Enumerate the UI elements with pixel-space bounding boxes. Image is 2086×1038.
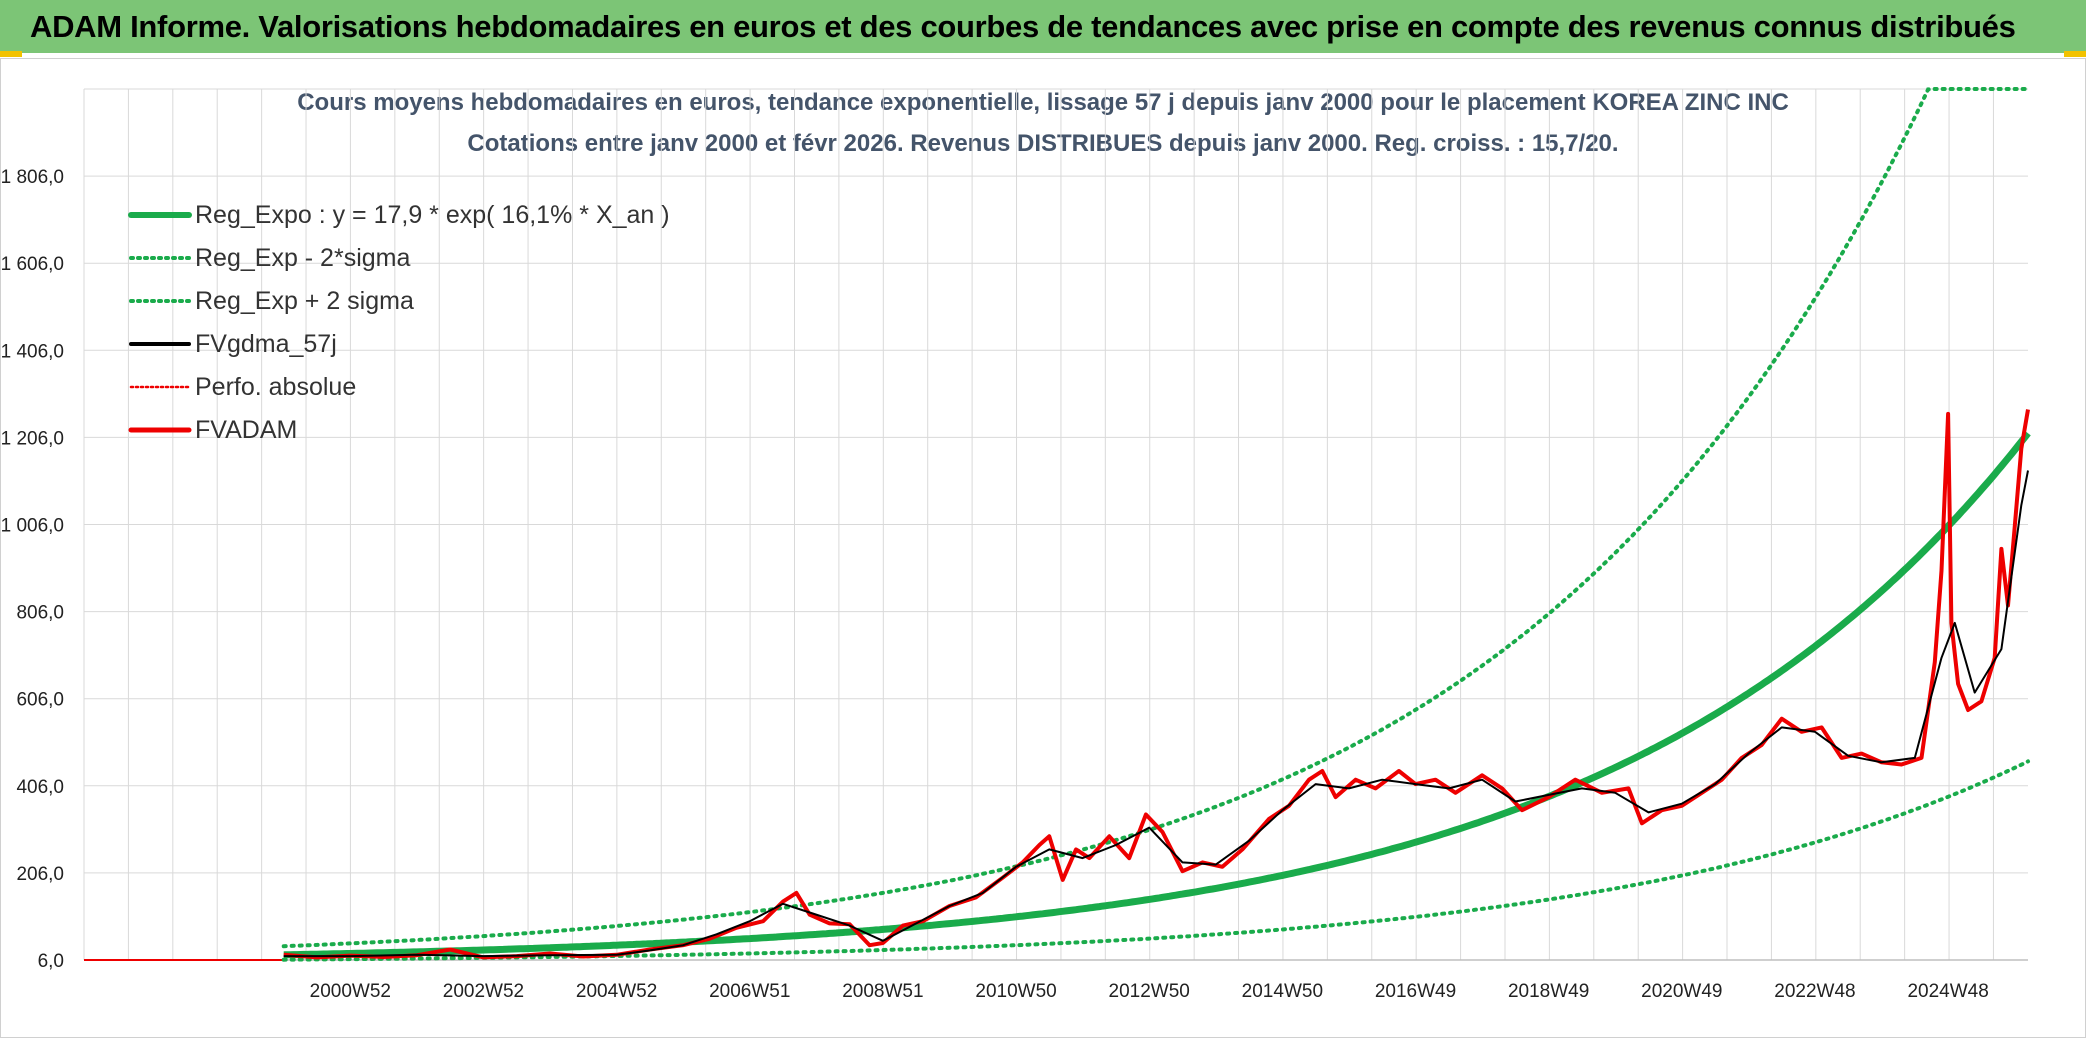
lower-band-line <box>281 759 2030 962</box>
moving-average-line <box>283 470 2029 958</box>
legend-label: Reg_Expo : y = 17,9 * exp( 16,1% * X_an … <box>195 201 670 229</box>
header-corner-right <box>2064 51 2086 57</box>
legend-label: FVgdma_57j <box>195 330 337 358</box>
legend-label: Reg_Exp - 2*sigma <box>195 244 410 272</box>
header-corner-left <box>0 51 22 57</box>
y-tick-label: 206,0 <box>16 864 64 885</box>
legend-label: Perfo. absolue <box>195 373 356 401</box>
y-tick-label: 1 206,0 <box>1 428 64 449</box>
x-tick-label: 2008W51 <box>842 981 923 1002</box>
y-axis-ticks: 6,0 206,0 406,0 606,0 806,0 1 006,0 1 206,0 1 4… <box>1 167 64 972</box>
x-tick-label: 2018W49 <box>1508 981 1589 1002</box>
x-tick-label: 2012W50 <box>1109 981 1190 1002</box>
x-tick-label: 2020W49 <box>1641 981 1722 1002</box>
y-tick-label: 606,0 <box>16 690 64 711</box>
y-tick-label: 1 606,0 <box>1 254 64 275</box>
x-tick-label: 2002W52 <box>443 981 524 1002</box>
report-header: ADAM Informe. Valorisations hebdomadaire… <box>0 0 2086 57</box>
chart-title-line-1: Cours moyens hebdomadaires en euros, ten… <box>297 89 1789 116</box>
y-tick-label: 406,0 <box>16 777 64 798</box>
legend-label: Reg_Exp + 2 sigma <box>195 287 414 315</box>
x-tick-label: 2006W51 <box>709 981 790 1002</box>
y-tick-label: 806,0 <box>16 603 64 624</box>
x-axis-ticks: 2000W52 2002W52 2004W52 2006W51 2008W51 2010W… <box>310 981 1989 1002</box>
x-tick-label: 2022W48 <box>1774 981 1855 1002</box>
chart-title-line-2: Cotations entre janv 2000 et févr 2026. … <box>467 130 1618 157</box>
fvadam-line <box>283 409 2030 960</box>
x-tick-label: 2004W52 <box>576 981 657 1002</box>
y-tick-label: 1 406,0 <box>1 341 64 362</box>
y-tick-label: 6,0 <box>38 951 64 972</box>
legend: Reg_Expo : y = 17,9 * exp( 16,1% * X_an … <box>128 201 670 444</box>
x-tick-label: 2014W50 <box>1242 981 1323 1002</box>
series <box>84 87 2031 962</box>
chart-svg: Cours moyens hebdomadaires en euros, ten… <box>1 87 2031 1002</box>
x-tick-label: 2016W49 <box>1375 981 1456 1002</box>
regression-line <box>283 431 2031 959</box>
report-title: ADAM Informe. Valorisations hebdomadaire… <box>30 9 2016 44</box>
x-tick-label: 2024W48 <box>1907 981 1988 1002</box>
y-tick-label: 1 006,0 <box>1 516 64 537</box>
legend-label: FVADAM <box>195 416 297 444</box>
x-tick-label: 2000W52 <box>310 981 391 1002</box>
y-tick-label: 1 806,0 <box>1 167 64 188</box>
chart-area: Cours moyens hebdomadaires en euros, ten… <box>0 58 2086 1038</box>
x-tick-label: 2010W50 <box>975 981 1056 1002</box>
